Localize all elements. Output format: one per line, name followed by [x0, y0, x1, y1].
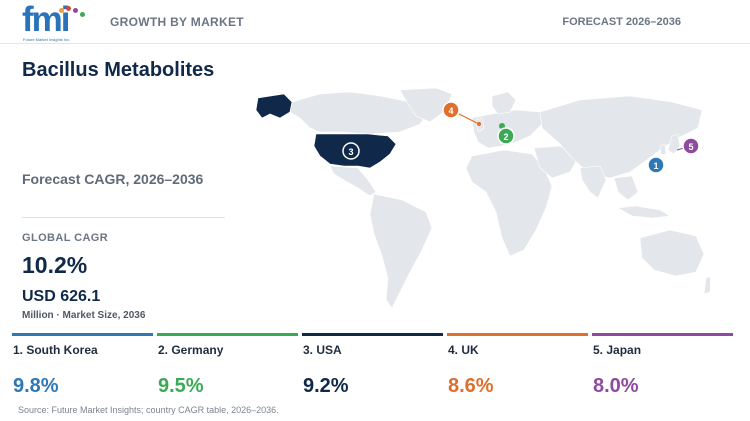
logo-text: fmi: [22, 0, 70, 39]
global-cagr-value: 10.2%: [22, 252, 88, 278]
country-cagr: 8.0%: [593, 375, 639, 397]
marker-usa[interactable]: 3: [342, 142, 360, 160]
logo-dot-icon: [80, 12, 85, 17]
header-bar: fmi Future Market Insights Inc. GROWTH B…: [0, 0, 750, 44]
korea-shape: [659, 143, 667, 156]
new-zealand-shape: [703, 276, 710, 295]
india-shape: [579, 165, 607, 199]
marker-south-korea[interactable]: 1: [647, 156, 665, 174]
canada-shape: [289, 91, 431, 135]
logo-dot-icon: [73, 8, 78, 13]
australia-shape: [639, 229, 705, 277]
middle-east-shape: [533, 145, 579, 179]
country-name: 2. Germany: [158, 343, 224, 357]
country-cagr: 9.5%: [158, 375, 204, 397]
asia-shape: [539, 95, 703, 179]
card-accent-bar: [12, 333, 153, 336]
marker-japan-label: 5: [688, 142, 693, 152]
card-accent-bar: [157, 333, 298, 336]
country-card-uk[interactable]: 4. UK 8.6%: [447, 333, 588, 403]
alaska-shape: [255, 93, 293, 119]
marker-japan[interactable]: 5: [682, 137, 700, 155]
market-size-label: Million · Market Size, 2036: [22, 310, 146, 321]
marker-uk-label: 4: [448, 106, 453, 116]
greenland-shape: [399, 88, 453, 123]
country-card-south-korea[interactable]: 1. South Korea 9.8%: [12, 333, 153, 403]
country-name: 1. South Korea: [13, 343, 98, 357]
mexico-shape: [329, 165, 377, 197]
page-title: Bacillus Metabolites: [22, 59, 215, 81]
global-cagr-label: GLOBAL CAGR: [22, 232, 109, 244]
section-label: GROWTH BY MARKET: [110, 15, 244, 29]
country-cards: 1. South Korea 9.8% 2. Germany 9.5% 3. U…: [12, 333, 738, 403]
country-card-usa[interactable]: 3. USA 9.2%: [302, 333, 443, 403]
germany-dot: [499, 123, 505, 129]
logo-dot-icon: [59, 8, 64, 13]
logo-tagline: Future Market Insights Inc.: [23, 37, 71, 42]
uk-dot: [477, 122, 481, 126]
country-cagr: 9.8%: [13, 375, 59, 397]
logo-dot-icon: [66, 6, 71, 11]
country-card-japan[interactable]: 5. Japan 8.0%: [592, 333, 733, 403]
marker-germany[interactable]: 2: [497, 127, 515, 145]
country-cagr: 8.6%: [448, 375, 494, 397]
forecast-period-label: FORECAST 2026–2036: [562, 16, 681, 28]
southeast-asia-shape: [613, 175, 639, 201]
marker-south-korea-label: 1: [653, 161, 658, 171]
country-cagr: 9.2%: [303, 375, 349, 397]
south-america-shape: [369, 193, 433, 309]
forecast-subtitle: Forecast CAGR, 2026–2036: [22, 171, 204, 187]
divider: [22, 217, 225, 218]
world-map: 3 4 2 1 5: [255, 88, 710, 309]
country-name: 4. UK: [448, 343, 479, 357]
country-card-germany[interactable]: 2. Germany 9.5%: [157, 333, 298, 403]
card-accent-bar: [447, 333, 588, 336]
fmi-logo[interactable]: fmi Future Market Insights Inc.: [22, 0, 92, 42]
country-name: 5. Japan: [593, 343, 642, 357]
card-accent-bar: [592, 333, 733, 336]
africa-shape: [465, 149, 553, 257]
marker-germany-label: 2: [503, 132, 508, 142]
country-name: 3. USA: [303, 343, 342, 357]
card-accent-bar: [302, 333, 443, 336]
marker-usa-label: 3: [348, 147, 353, 157]
source-note: Source: Future Market Insights; country …: [18, 405, 279, 415]
market-size-value: USD 626.1: [22, 288, 101, 305]
marker-uk[interactable]: 4: [442, 101, 460, 119]
indonesia-shape: [617, 205, 671, 219]
scandinavia-shape: [491, 91, 517, 115]
